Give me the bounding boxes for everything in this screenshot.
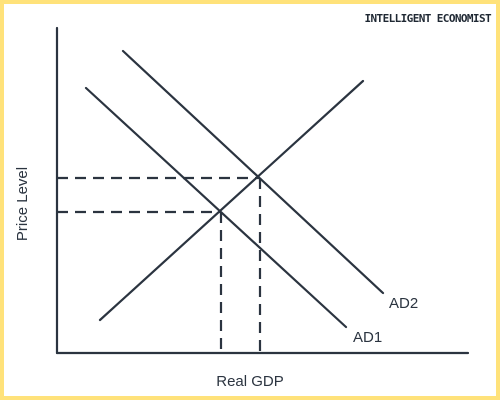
brand-logo-text: INTELLIGENT ECONOMIST — [365, 12, 492, 25]
ad2-label: AD2 — [389, 295, 418, 312]
ad2-curve — [121, 49, 385, 295]
ad1-label: AD1 — [353, 329, 382, 346]
as-curve — [98, 79, 365, 322]
ad1-curve — [84, 86, 348, 329]
y-axis-label: Price Level — [14, 167, 31, 241]
x-axis-label: Real GDP — [216, 373, 284, 390]
